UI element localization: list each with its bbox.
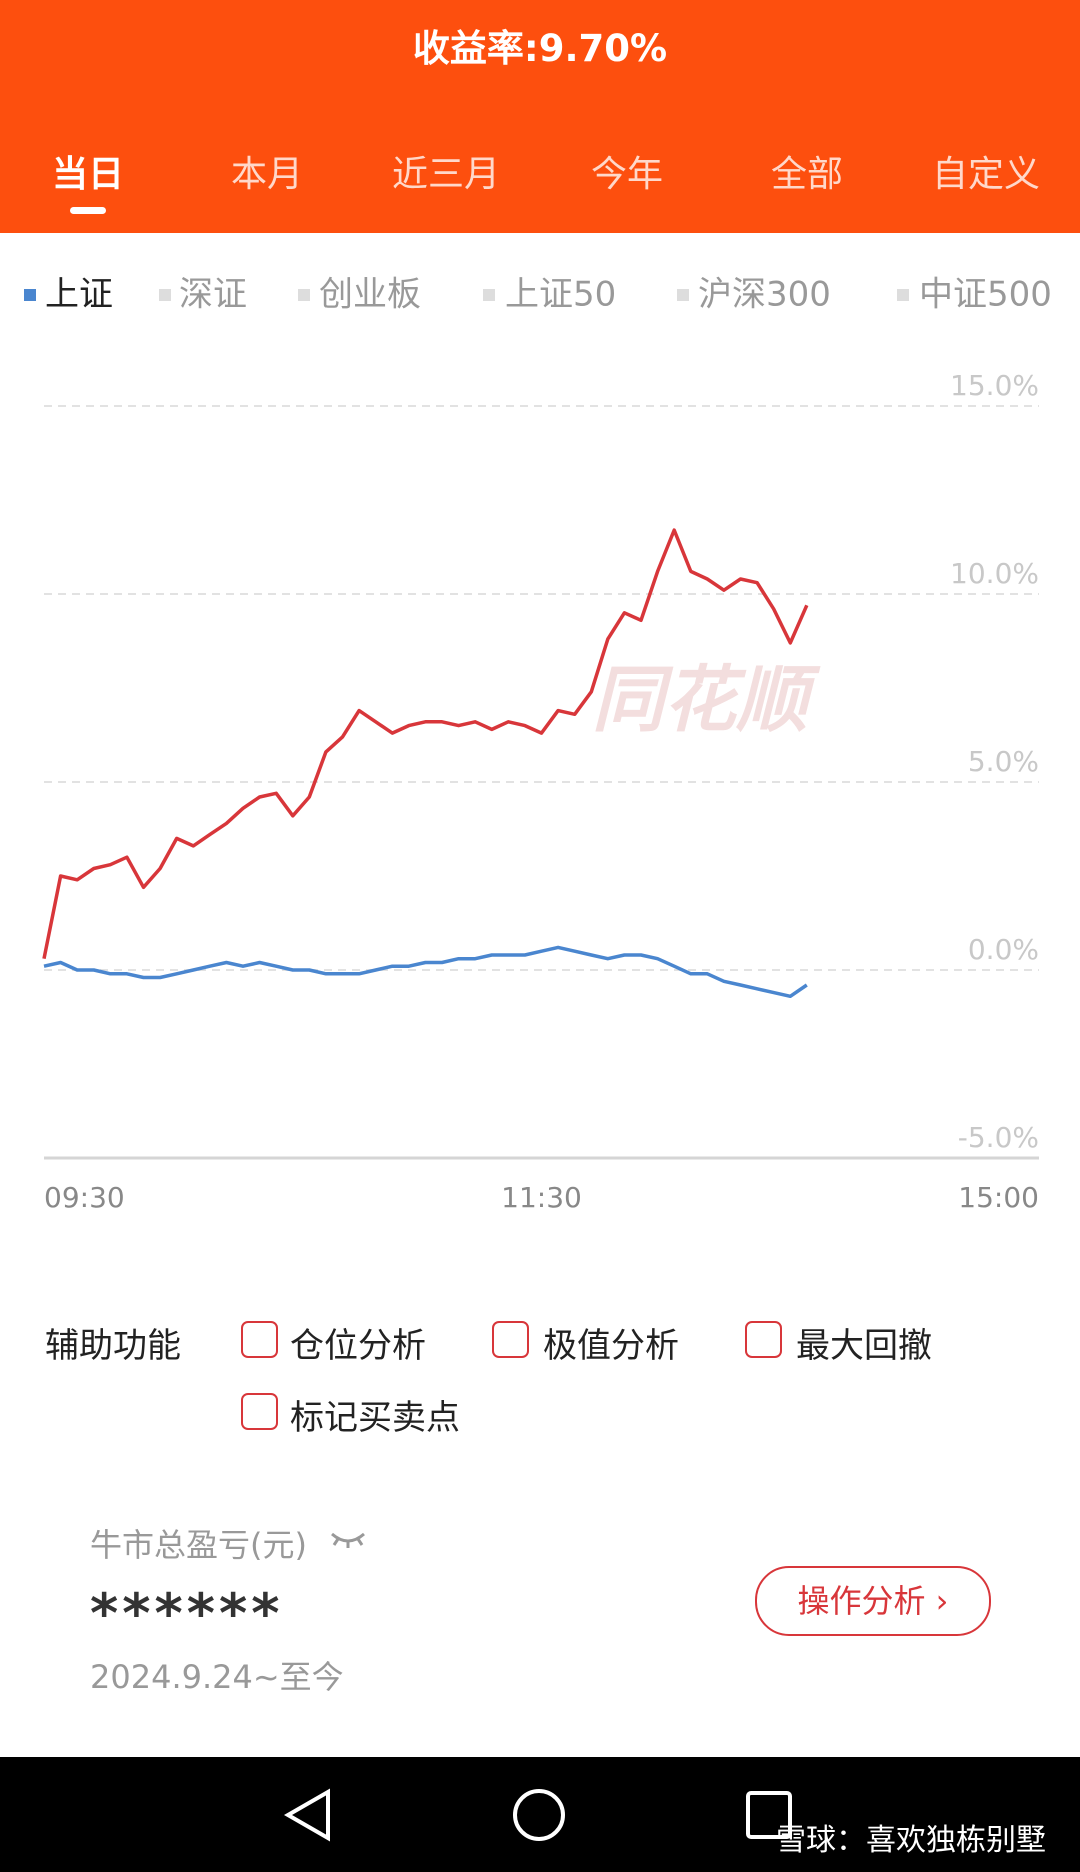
nav-icons xyxy=(283,1788,792,1842)
watermark: 雪球：喜欢独栋别墅 xyxy=(776,1823,1046,1858)
checkbox-label[interactable]: 最大回撤 xyxy=(796,1326,932,1366)
y-tick-label: -5.0% xyxy=(958,1121,1039,1154)
x-tick-label: 15:00 xyxy=(958,1181,1039,1214)
series-line xyxy=(43,945,808,999)
eye-icon[interactable] xyxy=(330,1530,366,1550)
checkbox-label[interactable]: 仓位分析 xyxy=(290,1326,426,1366)
legend-label: 沪深300 xyxy=(698,275,831,315)
watermark: 同花顺 xyxy=(592,658,821,742)
button[interactable]: 操作分析 › xyxy=(755,1566,991,1636)
chart: 同花顺 上证 深证 创业板 上证50 沪深300 中证500 -5.0% 0.0% 5.0% 10… xyxy=(24,275,1052,1214)
legend-swatch xyxy=(483,289,495,301)
card-label: 牛市总盈亏(元) xyxy=(90,1526,307,1564)
navbar: 雪球：喜欢独栋别墅 xyxy=(0,1757,1080,1872)
legend-label: 中证500 xyxy=(919,275,1052,315)
checkbox[interactable] xyxy=(241,1393,278,1430)
tab[interactable]: 本月 xyxy=(230,154,304,195)
legend-item[interactable]: 中证500 xyxy=(897,275,1052,315)
legend-label: 上证50 xyxy=(505,275,616,315)
checkbox-label[interactable]: 标记买卖点 xyxy=(290,1398,460,1438)
y-tick-label: 5.0% xyxy=(968,745,1039,778)
y-tick-label: 10.0% xyxy=(950,557,1039,590)
title: 收益率:9.70% xyxy=(412,27,668,70)
x-tick-label: 09:30 xyxy=(44,1181,125,1214)
x-tick-label: 11:30 xyxy=(501,1181,582,1214)
legend-swatch xyxy=(159,289,171,301)
legend-label: 创业板 xyxy=(319,275,421,315)
header: 收益率:9.70% 当日 本月 近三月 今年 全部 自定义 xyxy=(0,0,1080,233)
recent-button[interactable] xyxy=(746,1791,792,1839)
legend-swatch xyxy=(24,289,36,301)
series-line xyxy=(42,528,809,960)
tab[interactable]: 全部 xyxy=(770,154,844,195)
tab-indicator xyxy=(70,207,106,214)
legend-swatch xyxy=(897,289,909,301)
legend-label: 深证 xyxy=(179,275,247,315)
card-value: ****** xyxy=(90,1582,284,1645)
checkbox[interactable] xyxy=(745,1321,782,1358)
checkbox[interactable] xyxy=(492,1321,529,1358)
card-period: 2024.9.24~至今 xyxy=(90,1658,344,1696)
legend-item[interactable]: 上证50 xyxy=(483,275,616,315)
home-button[interactable] xyxy=(513,1789,565,1841)
y-tick-label: 0.0% xyxy=(968,933,1039,966)
aux-title: 辅助功能 xyxy=(45,1326,181,1366)
legend-swatch xyxy=(677,289,689,301)
tab[interactable]: 今年 xyxy=(590,154,664,195)
checkbox-label[interactable]: 极值分析 xyxy=(543,1326,679,1366)
tab[interactable]: 近三月 xyxy=(391,154,501,195)
legend-item[interactable]: 深证 xyxy=(159,275,247,315)
legend-item[interactable]: 沪深300 xyxy=(677,275,831,315)
tab[interactable]: 当日 xyxy=(51,154,125,195)
legend-item[interactable]: 创业板 xyxy=(298,275,421,315)
back-button[interactable] xyxy=(283,1788,330,1842)
legend-swatch xyxy=(298,289,310,301)
tab[interactable]: 自定义 xyxy=(931,154,1041,195)
legend-label: 上证 xyxy=(45,275,113,315)
legend-item[interactable]: 上证 xyxy=(24,275,113,315)
y-tick-label: 15.0% xyxy=(950,369,1039,402)
checkbox[interactable] xyxy=(241,1321,278,1358)
